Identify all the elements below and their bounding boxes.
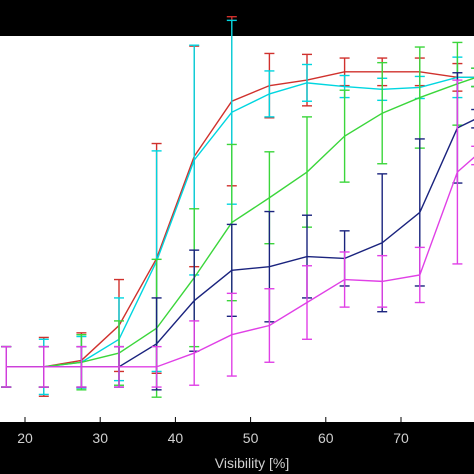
plot-area xyxy=(0,36,474,422)
series-line xyxy=(6,77,474,368)
x-tick-label: 60 xyxy=(318,430,334,446)
x-axis-label: Visibility [%] xyxy=(215,455,289,471)
series-line xyxy=(6,156,474,368)
series-4 xyxy=(1,79,474,388)
series-layer xyxy=(1,16,474,398)
x-tick-label: 50 xyxy=(243,430,259,446)
x-tick-label: 40 xyxy=(168,430,184,446)
x-axis: 20 30 40 50 60 70 xyxy=(17,417,409,446)
x-tick-label: 70 xyxy=(393,430,409,446)
series-line xyxy=(6,76,474,368)
series-line xyxy=(6,71,474,368)
x-tick-label: 20 xyxy=(17,430,33,446)
x-tick-label: 30 xyxy=(92,430,108,446)
